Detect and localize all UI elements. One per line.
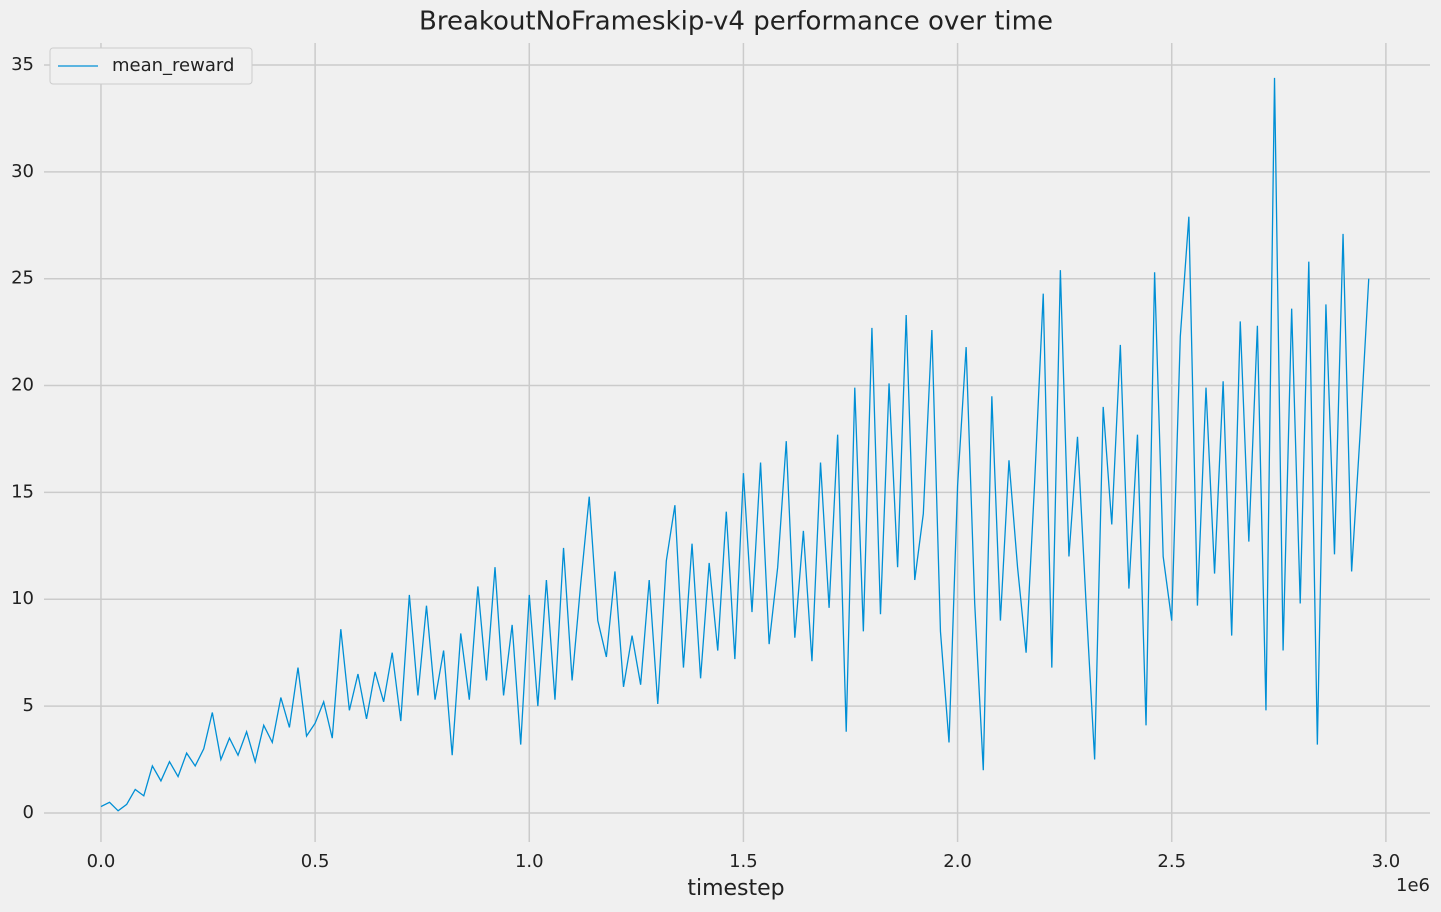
grid	[44, 43, 1430, 842]
y-tick-label: 5	[23, 695, 34, 716]
legend-box	[49, 47, 253, 85]
y-tick-label: 30	[11, 161, 34, 182]
chart-title: BreakoutNoFrameskip-v4 performance over …	[419, 7, 1053, 37]
legend-label: mean_reward	[112, 55, 234, 76]
line	[100, 77, 1370, 812]
x-tick-label: 1.5	[729, 851, 758, 872]
legend: mean_reward	[49, 47, 253, 85]
y-tick-label: 20	[11, 375, 34, 396]
y-tick-label: 15	[11, 481, 34, 502]
y-tick-label: 10	[11, 588, 34, 609]
x-axis-label: timestep	[687, 876, 784, 901]
x-tick-label: 1.0	[515, 851, 544, 872]
y-tick-label: 0	[23, 802, 34, 823]
x-tick-label: 2.5	[1157, 851, 1186, 872]
x-offset-label: 1e6	[1396, 875, 1430, 896]
x-tick-label: 0.5	[301, 851, 330, 872]
x-tick-label: 3.0	[1372, 851, 1401, 872]
x-tick-label: 2.0	[943, 851, 972, 872]
x-tick-label: 0.0	[87, 851, 116, 872]
y-tick-label: 35	[11, 54, 34, 75]
y-tick-label: 25	[11, 268, 34, 289]
